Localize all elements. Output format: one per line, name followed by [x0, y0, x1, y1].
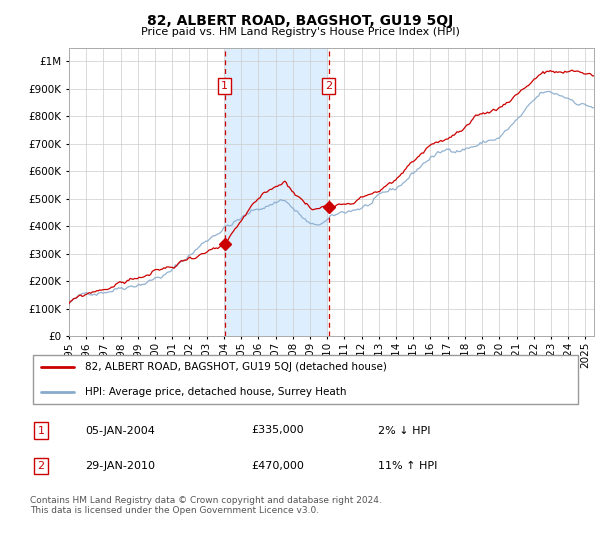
Text: 29-JAN-2010: 29-JAN-2010	[85, 461, 155, 471]
Text: 1: 1	[38, 426, 44, 436]
Text: HPI: Average price, detached house, Surrey Heath: HPI: Average price, detached house, Surr…	[85, 386, 347, 396]
FancyBboxPatch shape	[33, 355, 578, 404]
Text: 82, ALBERT ROAD, BAGSHOT, GU19 5QJ: 82, ALBERT ROAD, BAGSHOT, GU19 5QJ	[147, 14, 453, 28]
Text: 2% ↓ HPI: 2% ↓ HPI	[378, 426, 430, 436]
Text: 2: 2	[37, 461, 44, 471]
Text: 05-JAN-2004: 05-JAN-2004	[85, 426, 155, 436]
Text: £335,000: £335,000	[251, 426, 304, 436]
Text: £470,000: £470,000	[251, 461, 304, 471]
Text: 11% ↑ HPI: 11% ↑ HPI	[378, 461, 437, 471]
Text: 82, ALBERT ROAD, BAGSHOT, GU19 5QJ (detached house): 82, ALBERT ROAD, BAGSHOT, GU19 5QJ (deta…	[85, 362, 387, 372]
Text: 2: 2	[325, 81, 332, 91]
Text: Price paid vs. HM Land Registry's House Price Index (HPI): Price paid vs. HM Land Registry's House …	[140, 27, 460, 37]
Text: Contains HM Land Registry data © Crown copyright and database right 2024.
This d: Contains HM Land Registry data © Crown c…	[30, 496, 382, 515]
Text: 1: 1	[221, 81, 228, 91]
